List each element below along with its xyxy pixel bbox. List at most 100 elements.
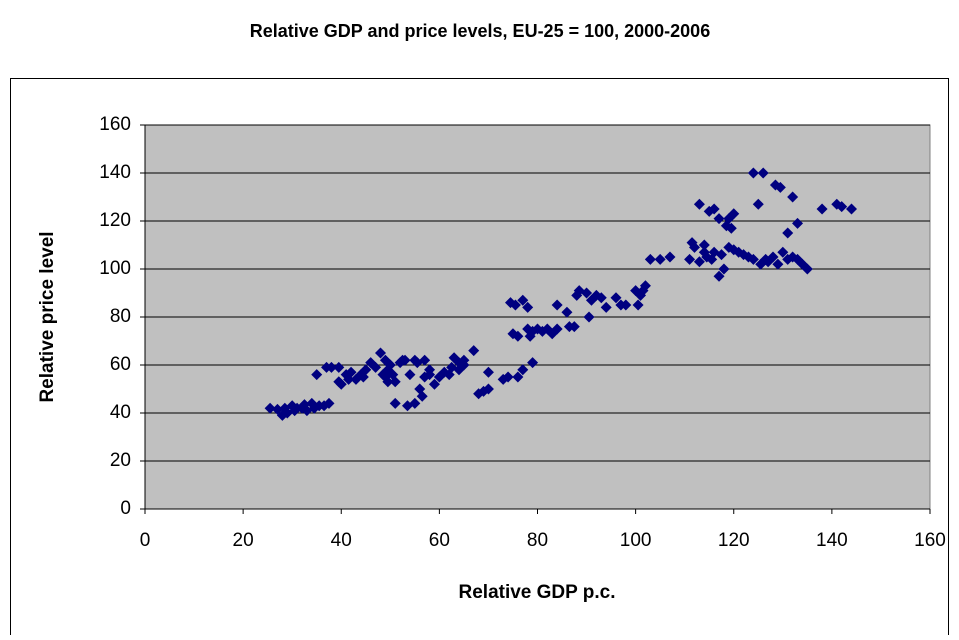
x-tick-label: 20 bbox=[233, 530, 254, 551]
point bbox=[419, 354, 431, 366]
point bbox=[718, 263, 730, 275]
x-tick-label: 80 bbox=[527, 530, 548, 551]
point bbox=[512, 371, 524, 383]
y-tick-label: 20 bbox=[110, 450, 131, 471]
point bbox=[752, 198, 764, 210]
point bbox=[561, 306, 573, 318]
point bbox=[482, 366, 494, 378]
x-tick-label: 0 bbox=[140, 530, 151, 551]
point bbox=[264, 402, 276, 414]
y-tick-label: 160 bbox=[99, 114, 131, 135]
point bbox=[512, 330, 524, 342]
point bbox=[509, 299, 521, 311]
y-tick-label: 40 bbox=[110, 402, 131, 423]
point bbox=[404, 369, 416, 381]
point bbox=[424, 369, 436, 381]
point bbox=[600, 301, 612, 313]
x-tick-label: 60 bbox=[429, 530, 450, 551]
point bbox=[581, 287, 593, 299]
x-axis-title: Relative GDP p.c. bbox=[459, 582, 616, 603]
y-tick-label: 100 bbox=[99, 258, 131, 279]
point bbox=[772, 258, 784, 270]
point bbox=[345, 366, 357, 378]
point bbox=[568, 321, 580, 333]
point bbox=[728, 208, 740, 220]
point bbox=[684, 253, 696, 265]
point bbox=[502, 371, 514, 383]
point bbox=[458, 359, 470, 371]
point bbox=[323, 397, 335, 409]
point bbox=[713, 270, 725, 282]
point bbox=[708, 246, 720, 258]
point bbox=[689, 241, 700, 253]
point bbox=[698, 239, 710, 251]
point bbox=[757, 167, 769, 179]
point bbox=[836, 201, 848, 213]
point bbox=[774, 181, 786, 193]
x-tick-label: 40 bbox=[331, 530, 352, 551]
point bbox=[551, 299, 563, 311]
point bbox=[620, 299, 632, 311]
point bbox=[782, 227, 794, 239]
point bbox=[333, 361, 345, 373]
point bbox=[335, 378, 347, 390]
point bbox=[725, 222, 737, 234]
point bbox=[698, 246, 710, 258]
y-axis-title: Relative price level bbox=[37, 231, 58, 402]
point bbox=[664, 251, 676, 263]
point bbox=[846, 203, 857, 215]
x-tick-label: 160 bbox=[914, 530, 946, 551]
x-tick-label: 100 bbox=[620, 530, 652, 551]
point bbox=[654, 253, 666, 265]
y-tick-label: 80 bbox=[110, 306, 131, 327]
point bbox=[399, 354, 411, 366]
point bbox=[644, 253, 656, 265]
point bbox=[693, 198, 705, 210]
x-tick-label: 120 bbox=[718, 530, 750, 551]
point bbox=[708, 203, 720, 215]
point bbox=[583, 311, 595, 323]
point bbox=[777, 246, 789, 258]
point bbox=[551, 323, 563, 335]
point bbox=[416, 390, 428, 402]
point bbox=[517, 294, 529, 306]
point bbox=[595, 292, 607, 304]
y-tick-label: 140 bbox=[99, 162, 131, 183]
y-tick-label: 60 bbox=[110, 354, 131, 375]
point bbox=[715, 249, 727, 261]
point bbox=[360, 364, 372, 376]
point bbox=[370, 361, 382, 373]
point bbox=[787, 191, 799, 203]
point bbox=[639, 280, 651, 292]
point bbox=[792, 217, 804, 229]
point bbox=[610, 292, 622, 304]
point bbox=[482, 383, 494, 395]
point bbox=[375, 347, 386, 359]
point bbox=[527, 357, 539, 369]
point bbox=[384, 359, 396, 371]
y-tick-label: 0 bbox=[120, 498, 131, 519]
point bbox=[311, 369, 323, 381]
point bbox=[389, 397, 401, 409]
point bbox=[522, 301, 534, 313]
point bbox=[747, 253, 759, 265]
point bbox=[693, 256, 705, 268]
point bbox=[801, 263, 813, 275]
point bbox=[428, 378, 440, 390]
point bbox=[389, 376, 401, 388]
point bbox=[517, 364, 529, 376]
point bbox=[733, 246, 745, 258]
point bbox=[409, 397, 421, 409]
x-tick-label: 140 bbox=[816, 530, 848, 551]
point bbox=[632, 299, 644, 311]
point bbox=[468, 345, 480, 357]
point bbox=[816, 203, 828, 215]
point bbox=[747, 167, 759, 179]
point bbox=[713, 213, 725, 225]
point bbox=[325, 361, 337, 373]
point bbox=[382, 376, 394, 388]
point bbox=[767, 251, 779, 263]
chart-title: Relative GDP and price levels, EU-25 = 1… bbox=[250, 21, 710, 41]
y-tick-label: 120 bbox=[99, 210, 131, 231]
